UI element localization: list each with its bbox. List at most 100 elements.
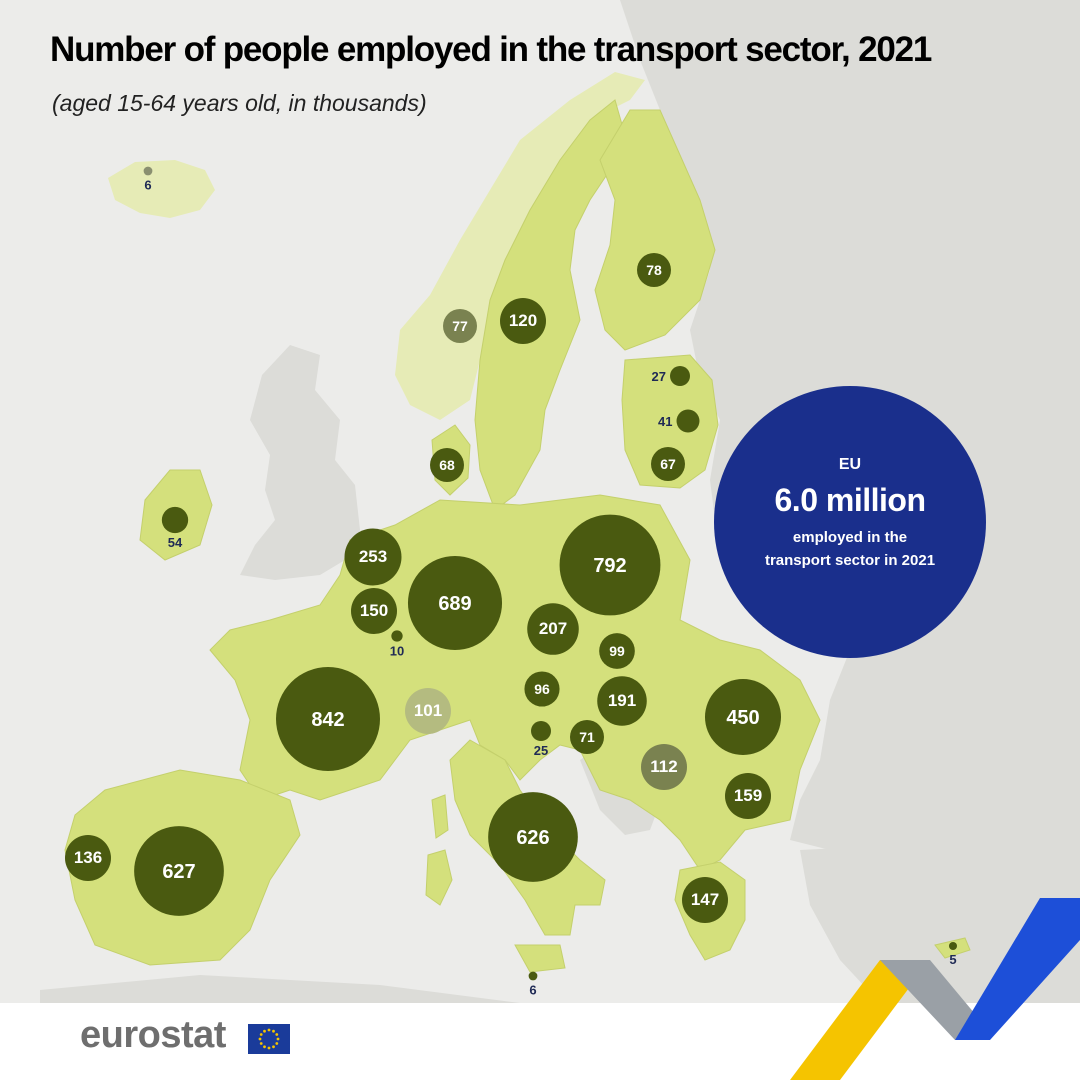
bubble-mark-ie xyxy=(161,506,189,534)
ribbon-yellow xyxy=(790,960,930,1080)
country-bubble-no: 77 xyxy=(443,309,477,343)
bubble-mark-it xyxy=(488,792,578,882)
bubble-value-ch: 101 xyxy=(414,701,442,720)
flag-star xyxy=(263,1045,266,1049)
bubble-mark-es xyxy=(134,826,224,916)
country-bubble-lt: 67 xyxy=(651,447,685,481)
country-bubble-de: 689 xyxy=(407,555,503,651)
bubble-mark-lt xyxy=(651,447,685,481)
bubble-layer: 6 77 120 78 27 41 67 68 54 253 150 10 689 792 207 99 96 1… xyxy=(65,166,958,997)
flag-star xyxy=(263,1029,266,1033)
bubble-value-lt: 67 xyxy=(660,456,676,472)
bubble-value-at: 96 xyxy=(534,681,550,697)
bubble-mark-fi xyxy=(637,253,671,287)
bubble-mark-si xyxy=(531,721,551,741)
eurostat-logo: eurostat xyxy=(80,1014,226,1056)
bubble-mark-se xyxy=(500,298,546,344)
bubble-value-bg: 159 xyxy=(734,786,762,805)
page-subtitle: (aged 15-64 years old, in thousands) xyxy=(52,90,427,116)
eu-total-description: employed in the transport sector in 2021 xyxy=(764,529,936,569)
bubble-mark-be xyxy=(351,588,397,634)
country-bubble-it: 626 xyxy=(488,792,578,882)
country-bubble-nl: 253 xyxy=(344,528,402,586)
bubble-value-ie: 54 xyxy=(168,535,183,550)
bubble-value-de: 689 xyxy=(438,593,471,615)
eu-flag-icon xyxy=(248,1024,290,1054)
country-bubble-cz: 207 xyxy=(527,603,579,655)
land-sicily xyxy=(514,944,566,973)
flag-star xyxy=(276,1037,280,1041)
country-bubble-si: 25 xyxy=(531,721,551,758)
country-bubble-ie: 54 xyxy=(161,506,189,550)
country-bubble-dk: 68 xyxy=(430,448,464,482)
bubble-mark-sk xyxy=(599,633,635,669)
country-bubble-sk: 99 xyxy=(599,633,635,669)
bubble-mark-hr xyxy=(570,720,604,754)
bubble-mark-pl xyxy=(559,514,661,616)
bubble-mark-el xyxy=(682,877,728,923)
bubble-mark-mt xyxy=(528,971,538,981)
footer-bar xyxy=(0,1003,1080,1080)
bubble-value-pt: 136 xyxy=(74,848,102,867)
bubble-value-it: 626 xyxy=(516,827,549,849)
country-bubble-hu: 191 xyxy=(597,676,647,726)
country-bubble-mt: 6 xyxy=(528,971,538,997)
bubble-value-mt: 6 xyxy=(529,982,536,997)
bubble-value-ee: 27 xyxy=(652,369,666,384)
country-bubble-be: 150 xyxy=(351,588,397,634)
bubble-value-sk: 99 xyxy=(609,643,625,659)
page-title: Number of people employed in the transpo… xyxy=(50,30,932,69)
bubble-value-hu: 191 xyxy=(608,691,636,710)
flag-star xyxy=(267,1028,271,1032)
bubble-mark-cz xyxy=(527,603,579,655)
flag-star xyxy=(259,1033,263,1036)
flag-star xyxy=(267,1046,271,1050)
bubble-value-fi: 78 xyxy=(646,262,662,278)
country-bubble-pl: 792 xyxy=(559,514,661,616)
bubble-value-dk: 68 xyxy=(439,457,455,473)
country-bubble-ro: 450 xyxy=(704,678,782,756)
bubble-mark-cy xyxy=(948,941,958,951)
land-finland xyxy=(594,109,716,351)
country-bubble-fi: 78 xyxy=(637,253,671,287)
land-great-britain xyxy=(240,345,360,580)
country-bubble-lv: 41 xyxy=(658,409,700,433)
bubble-value-nl: 253 xyxy=(359,547,387,566)
country-bubble-rs: 112 xyxy=(641,744,687,790)
bubble-mark-lv xyxy=(676,409,700,433)
country-bubble-lu: 10 xyxy=(390,630,404,659)
eu-total-circle: EU 6.0 million employed in the transport… xyxy=(714,386,986,658)
bubble-value-hr: 71 xyxy=(579,729,595,745)
land-corsica xyxy=(431,794,449,839)
country-bubble-fr: 842 xyxy=(276,667,380,771)
flag-star xyxy=(272,1029,275,1033)
bubble-value-cz: 207 xyxy=(539,619,567,638)
country-bubble-is: 6 xyxy=(143,166,153,192)
bubble-mark-ee xyxy=(670,366,690,386)
bubble-value-lv: 41 xyxy=(658,414,672,429)
country-bubble-es: 627 xyxy=(134,826,224,916)
flag-star xyxy=(275,1042,279,1045)
bubble-value-is: 6 xyxy=(144,177,151,192)
country-bubble-se: 120 xyxy=(500,298,546,344)
bubble-value-ro: 450 xyxy=(726,707,759,729)
country-bubble-cy: 5 xyxy=(948,941,958,967)
bubble-mark-at xyxy=(524,671,560,707)
bubble-value-fr: 842 xyxy=(311,709,344,731)
land-baltics xyxy=(621,354,719,489)
ribbon-grey xyxy=(880,960,980,1040)
bubble-value-cy: 5 xyxy=(949,952,956,967)
bubble-mark-lu xyxy=(391,630,403,642)
bubble-value-lu: 10 xyxy=(390,644,404,659)
bubble-value-be: 150 xyxy=(360,601,388,620)
bubble-value-se: 120 xyxy=(509,311,537,330)
bubble-mark-rs xyxy=(641,744,687,790)
eu-total-value: 6.0 million xyxy=(774,482,926,518)
country-bubble-hr: 71 xyxy=(570,720,604,754)
flag-star xyxy=(258,1037,262,1041)
land-sweden xyxy=(474,99,626,511)
land-north-africa xyxy=(40,975,520,1003)
country-bubble-bg: 159 xyxy=(725,773,771,819)
